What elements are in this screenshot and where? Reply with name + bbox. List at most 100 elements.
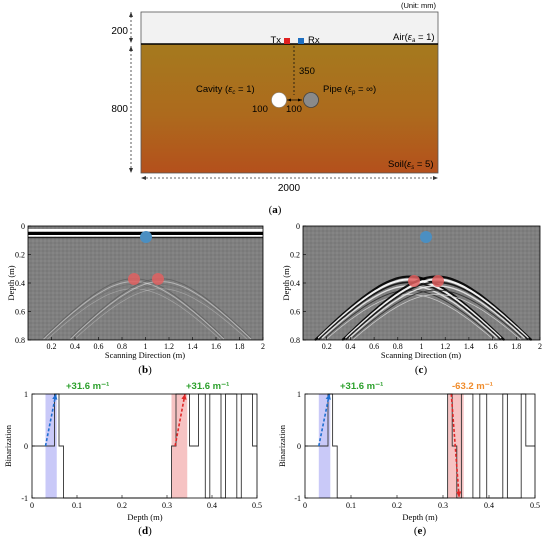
ylabel-b: Depth (m) <box>6 265 16 300</box>
soil-layer <box>140 43 439 174</box>
caption-d: (d) <box>138 525 152 537</box>
panel-a-schematic: (Unit: mm) 200 800 2000 Tx Rx Air(εa = 1… <box>111 1 439 216</box>
x-tick-label: 0 <box>303 501 307 510</box>
ylabel-d: Binarization <box>3 424 13 467</box>
caption-e: (e) <box>414 525 427 537</box>
ylabel-e: Binarization <box>277 424 287 467</box>
x-tick-label: 1.6 <box>211 342 221 351</box>
dim-air: 200 <box>111 26 128 37</box>
depth-350: 350 <box>299 66 315 77</box>
x-tick-label: 0.8 <box>393 342 403 351</box>
y-tick-label: 0.4 <box>15 279 25 288</box>
x-tick-label: 1.4 <box>188 342 198 351</box>
slope-arrow-right <box>174 393 186 447</box>
red-highlight-band <box>171 394 188 498</box>
air-label: Air(εa = 1) <box>393 32 435 44</box>
xlabel-e: Depth (m) <box>402 512 437 522</box>
y-tick-label: 0 <box>24 442 28 451</box>
hyperbola-band <box>352 293 522 341</box>
caption-c: (c) <box>415 364 428 376</box>
cavity-diameter: 100 <box>252 104 268 115</box>
rx-antenna <box>298 38 304 44</box>
y-tick-label: 0 <box>21 222 25 231</box>
pipe <box>303 92 319 108</box>
x-tick-label: 0.1 <box>72 501 82 510</box>
caption-a: (a) <box>269 204 282 216</box>
pipe-diameter: 100 <box>286 104 302 115</box>
x-tick-label: 0 <box>30 501 34 510</box>
y-tick-label: 0.6 <box>15 308 25 317</box>
x-tick-label: 0.3 <box>438 501 448 510</box>
hyperbola-band <box>314 275 505 341</box>
rx-marker-c <box>420 231 432 243</box>
y-tick-label: 0.4 <box>290 279 300 288</box>
x-tick-label: 0.2 <box>117 501 127 510</box>
caption-b: (b) <box>138 364 152 376</box>
y-tick-label: 0.6 <box>290 308 300 317</box>
x-tick-label: 1.4 <box>464 342 474 351</box>
pipe-marker-b <box>152 273 164 285</box>
x-tick-label: 2 <box>261 342 265 351</box>
cavity-marker-c <box>408 275 420 287</box>
y-tick-label: 0 <box>297 442 301 451</box>
cavity-label: Cavity (εc = 1) <box>196 84 255 96</box>
y-tick-label: 0.8 <box>15 336 25 345</box>
xlabel-d: Depth (m) <box>127 512 162 522</box>
x-tick-label: 0.8 <box>117 342 127 351</box>
plot-d-area <box>32 394 257 498</box>
unit-note: (Unit: mm) <box>401 1 436 10</box>
x-tick-label: 1.2 <box>164 342 174 351</box>
pipe-label: Pipe (εp = ∞) <box>323 84 376 96</box>
y-tick-label: 0.2 <box>290 251 300 260</box>
slope-label-right-d: +31.6 m⁻¹ <box>186 381 229 392</box>
x-tick-label: 0.4 <box>70 342 80 351</box>
slope-label-left-d: +31.6 m⁻¹ <box>66 381 109 392</box>
ylabel-c: Depth (m) <box>281 265 291 300</box>
x-tick-label: 1.8 <box>511 342 521 351</box>
tx-label: Tx <box>270 35 281 46</box>
x-tick-label: 0.5 <box>252 501 262 510</box>
y-tick-label: -1 <box>21 494 28 503</box>
hyperbola-band <box>325 293 494 341</box>
slope-arrow-right <box>450 393 460 498</box>
hyperbola-band <box>321 285 498 339</box>
tx-antenna <box>284 38 290 44</box>
soil-label: Soil(εs = 5) <box>388 159 433 171</box>
plot-e-area <box>305 394 535 498</box>
cavity-marker-b <box>128 273 140 285</box>
slope-arrow-left <box>44 393 57 447</box>
x-tick-label: 0.4 <box>345 342 355 351</box>
xlabel-b: Scanning Direction (m) <box>105 350 185 360</box>
xlabel-c: Scanning Direction (m) <box>381 350 461 360</box>
x-tick-label: 0.2 <box>392 501 402 510</box>
panel-c-bscan: 0.2 0.4 0.6 0.8 1 1.2 1.4 1.6 1.8 200.20.40.60.8 … <box>281 222 542 376</box>
x-tick-label: 1.8 <box>235 342 245 351</box>
panel-e-binarization: +31.6 m⁻¹ -63.2 m⁻¹ 0 0.1 0.2 0.3 0.4 0.510-1… <box>277 381 540 537</box>
slope-label-right-e: -63.2 m⁻¹ <box>452 381 493 392</box>
rx-marker-b <box>140 231 152 243</box>
y-tick-label: -1 <box>294 494 301 503</box>
hyperbola-band <box>352 289 522 338</box>
x-tick-label: 1 <box>420 342 424 351</box>
panel-d-binarization: +31.6 m⁻¹ +31.6 m⁻¹ 0 0.1 0.2 0.3 0.4 0.510-1… <box>3 381 262 537</box>
hyperbola-band <box>73 288 248 340</box>
dim-width: 2000 <box>278 183 301 194</box>
x-tick-label: 1.6 <box>488 342 498 351</box>
x-tick-label: 1.2 <box>440 342 450 351</box>
slope-label-left-e: +31.6 m⁻¹ <box>340 381 383 392</box>
dim-soil: 800 <box>111 104 128 115</box>
x-tick-label: 0.2 <box>322 342 332 351</box>
y-tick-label: 0.8 <box>290 336 300 345</box>
x-tick-label: 2 <box>538 342 542 351</box>
hyperbola-band <box>73 283 248 338</box>
x-tick-label: 1 <box>144 342 148 351</box>
x-tick-label: 0.1 <box>346 501 356 510</box>
x-tick-label: 0.3 <box>162 501 172 510</box>
x-tick-label: 0.4 <box>484 501 494 510</box>
x-tick-label: 0.4 <box>207 501 217 510</box>
x-tick-label: 0.2 <box>47 342 57 351</box>
y-tick-label: 1 <box>24 390 28 399</box>
x-tick-label: 0.6 <box>94 342 104 351</box>
y-tick-label: 0 <box>296 222 300 231</box>
